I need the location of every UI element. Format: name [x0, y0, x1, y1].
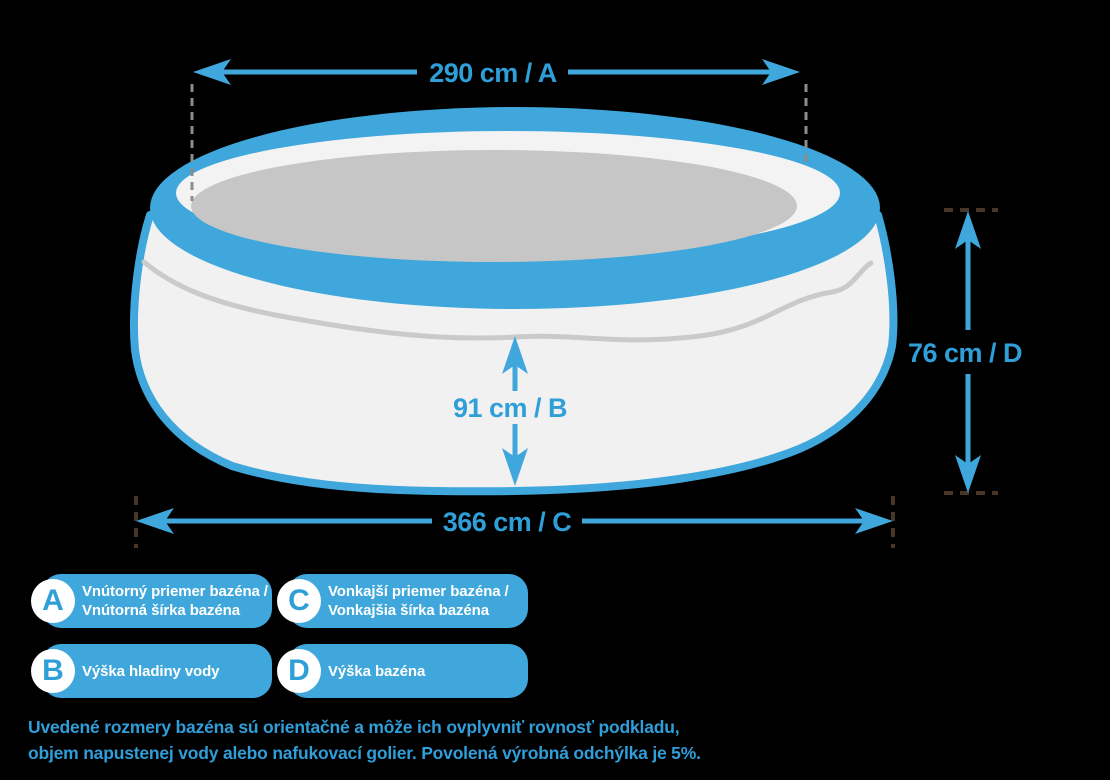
- dimension-d: 76 cm / D: [908, 208, 1023, 495]
- dimension-a-arrowhead-right: [762, 59, 800, 85]
- dimension-b-arrowhead-bottom: [502, 448, 528, 486]
- dimension-b-label: 91 cm / B: [453, 393, 567, 423]
- dimension-a: 290 cm / A: [190, 58, 808, 201]
- legend-letter-b: B: [31, 649, 75, 693]
- dimension-d-arrowhead-bottom: [955, 455, 981, 493]
- dimension-b: 91 cm / B: [453, 336, 568, 486]
- legend-label-b: Výška hladiny vody: [82, 662, 220, 680]
- legend-letter-d: D: [277, 649, 321, 693]
- badge-letter: B: [42, 654, 64, 687]
- dimension-a-arrowhead-left: [193, 59, 231, 85]
- footer-note-line2: objem napustenej vody alebo nafukovací g…: [28, 743, 701, 763]
- dimension-d-label: 76 cm / D: [908, 338, 1022, 368]
- footer-note-line1: Uvedené rozmery bazéna sú orientačné a m…: [28, 717, 680, 737]
- dimension-c-label: 366 cm / C: [443, 507, 572, 537]
- legend-badge-c: C Vonkajší priemer bazéna / Vonkajšia ší…: [277, 574, 528, 628]
- legend-letter-c: C: [277, 579, 321, 623]
- legend-letter-a: A: [31, 579, 75, 623]
- legend-label-c: Vonkajší priemer bazéna / Vonkajšia šírk…: [328, 582, 509, 620]
- dimension-c-arrowhead-right: [855, 508, 893, 534]
- footer-note: Uvedené rozmery bazéna sú orientačné a m…: [28, 714, 701, 766]
- badge-letter: C: [288, 584, 310, 617]
- badge-letter: A: [42, 584, 64, 617]
- badge-letter: D: [288, 654, 310, 687]
- dimension-c-arrowhead-left: [136, 508, 174, 534]
- legend-label-c-line1: Vonkajší priemer bazéna /: [328, 583, 509, 600]
- legend-label-a: Vnútorný priemer bazéna / Vnútorná šírka…: [82, 582, 268, 620]
- legend-badge-b: B Výška hladiny vody: [31, 644, 272, 698]
- dimension-c: 366 cm / C: [134, 496, 895, 548]
- legend-label-d: Výška bazéna: [328, 662, 426, 680]
- pool-water-surface: [191, 150, 797, 262]
- legend-label-a-line2: Vnútorná šírka bazéna: [82, 602, 240, 619]
- pool-crease-line: [141, 259, 874, 343]
- legend-badge-d: D Výška bazéna: [277, 644, 528, 698]
- legend-badge-a: A Vnútorný priemer bazéna / Vnútorná šír…: [31, 574, 272, 628]
- dimension-a-label: 290 cm / A: [429, 58, 557, 88]
- dimension-b-arrowhead-top: [502, 336, 528, 374]
- legend-label-a-line1: Vnútorný priemer bazéna /: [82, 583, 268, 600]
- legend-label-c-line2: Vonkajšia šírka bazéna: [328, 602, 489, 619]
- dimension-d-arrowhead-top: [955, 211, 981, 249]
